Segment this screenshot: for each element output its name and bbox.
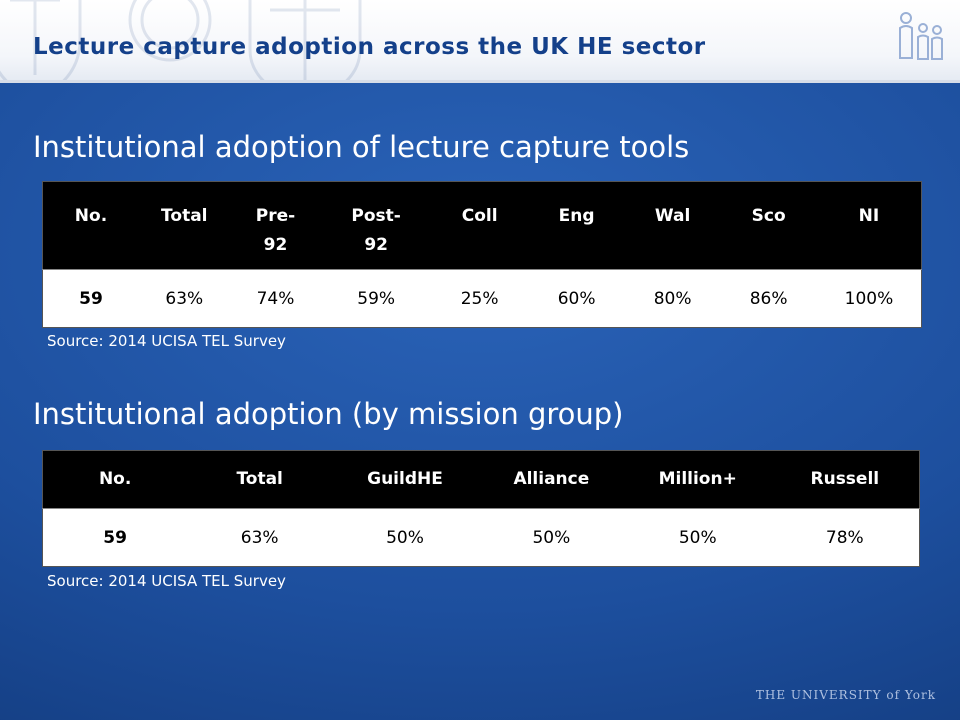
cell-eng: 60% xyxy=(528,269,625,328)
cell-guildhe: 50% xyxy=(332,508,478,567)
cell-no: 59 xyxy=(42,269,139,328)
header-total: Total xyxy=(187,450,333,509)
crest-watermark-icon xyxy=(0,0,362,80)
university-logo: THE UNIVERSITY of York xyxy=(755,688,936,702)
table-header-row: No. Total GuildHE Alliance Million+ Russ… xyxy=(42,450,920,509)
header-sco: Sco xyxy=(720,181,817,270)
header-guildhe: GuildHE xyxy=(332,450,478,509)
cell-post-92: 59% xyxy=(321,269,431,328)
cell-pre-92: 74% xyxy=(229,269,322,328)
table-row: 59 63% 74% 59% 25% 60% 80% 86% 100% xyxy=(42,269,922,328)
header-ni: NI xyxy=(816,181,922,270)
cell-million-plus: 50% xyxy=(624,508,771,567)
cell-no: 59 xyxy=(42,508,188,567)
header-russell: Russell xyxy=(770,450,920,509)
slide-title: Lecture capture adoption across the UK H… xyxy=(33,34,706,60)
adoption-table: No. Total Pre-92 Post-92 Coll Eng Wal Sc… xyxy=(42,181,922,328)
table-header-row: No. Total Pre-92 Post-92 Coll Eng Wal Sc… xyxy=(42,181,922,270)
header-wal: Wal xyxy=(624,181,721,270)
header-total: Total xyxy=(138,181,230,270)
cell-ni: 100% xyxy=(816,269,922,328)
cell-coll: 25% xyxy=(430,269,529,328)
cell-total: 63% xyxy=(138,269,230,328)
section1-heading: Institutional adoption of lecture captur… xyxy=(33,130,690,164)
section2-heading: Institutional adoption (by mission group… xyxy=(33,397,624,431)
cell-russell: 78% xyxy=(770,508,920,567)
header-coll: Coll xyxy=(430,181,529,270)
header-pre-92: Pre-92 xyxy=(229,181,322,270)
slide-header: Lecture capture adoption across the UK H… xyxy=(0,0,960,83)
header-eng: Eng xyxy=(528,181,625,270)
header-post-92: Post-92 xyxy=(321,181,431,270)
header-no: No. xyxy=(42,181,139,270)
people-icon xyxy=(899,12,943,60)
cell-total: 63% xyxy=(187,508,333,567)
source-note-1: Source: 2014 UCISA TEL Survey xyxy=(47,332,286,350)
cell-sco: 86% xyxy=(720,269,817,328)
cell-alliance: 50% xyxy=(477,508,625,567)
mission-group-table: No. Total GuildHE Alliance Million+ Russ… xyxy=(42,450,920,567)
cell-wal: 80% xyxy=(624,269,721,328)
source-note-2: Source: 2014 UCISA TEL Survey xyxy=(47,572,286,590)
header-no: No. xyxy=(42,450,188,509)
header-alliance: Alliance xyxy=(477,450,625,509)
header-million-plus: Million+ xyxy=(624,450,771,509)
table-row: 59 63% 50% 50% 50% 78% xyxy=(42,508,920,567)
